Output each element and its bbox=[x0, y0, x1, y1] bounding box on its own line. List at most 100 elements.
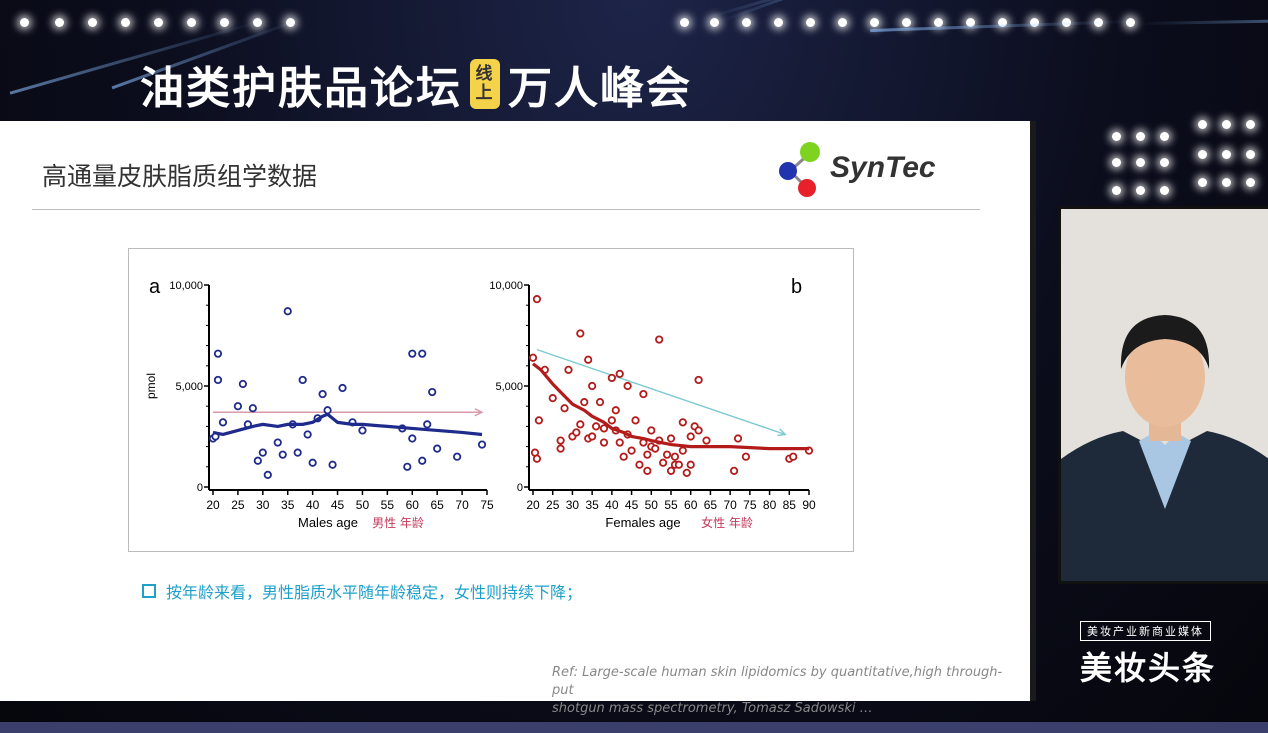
y-tick-label: 0 bbox=[197, 482, 203, 494]
data-point bbox=[584, 355, 593, 364]
lipid-figure: 0 5,000 10,000 20 25 30 35 40 45 50 55 60 65 70 75 Male… bbox=[128, 248, 854, 552]
data-point bbox=[682, 468, 691, 477]
x-axis-label-cn: 男性 年龄 bbox=[372, 516, 424, 530]
data-point bbox=[611, 406, 620, 415]
data-point bbox=[238, 379, 247, 389]
media-brand: 美妆产业新商业媒体 美妆头条 bbox=[1080, 620, 1240, 687]
x-tick-label: 55 bbox=[664, 498, 678, 512]
data-point bbox=[623, 381, 632, 391]
stage-light bbox=[902, 18, 911, 27]
reference-line-1: Ref: Large-scale human skin lipidomics b… bbox=[552, 665, 1003, 698]
speaker-video bbox=[1058, 206, 1268, 584]
stage-light bbox=[220, 18, 229, 27]
data-point bbox=[258, 448, 267, 457]
x-tick-label: 40 bbox=[306, 498, 320, 512]
stage-light bbox=[966, 18, 975, 27]
stage-light bbox=[154, 18, 163, 27]
brand-tagline: 美妆产业新商业媒体 bbox=[1080, 621, 1211, 641]
lipid-chart: 0 5,000 10,000 20 25 30 35 40 45 50 55 60 65 70 75 Male… bbox=[144, 276, 816, 530]
stage-light bbox=[187, 18, 196, 27]
data-point bbox=[548, 394, 557, 403]
stage-light bbox=[1198, 120, 1207, 129]
data-point bbox=[477, 440, 487, 449]
event-title-left: 油类护肤品论坛 bbox=[140, 63, 462, 114]
y-axis-label: pmol bbox=[144, 373, 158, 399]
x-tick-label: 80 bbox=[763, 498, 777, 512]
stage-light bbox=[806, 18, 815, 27]
x-tick-label: 20 bbox=[526, 498, 540, 512]
data-point bbox=[576, 329, 585, 338]
data-point bbox=[273, 438, 282, 447]
data-point bbox=[670, 452, 680, 461]
stage-light bbox=[88, 18, 97, 27]
stage-light bbox=[1222, 120, 1231, 129]
stage-light bbox=[998, 18, 1007, 27]
data-point bbox=[532, 454, 542, 463]
x-tick-label: 55 bbox=[381, 498, 395, 512]
data-point bbox=[678, 418, 687, 427]
data-point bbox=[218, 418, 228, 427]
data-point bbox=[253, 456, 262, 465]
stage-light bbox=[934, 18, 943, 27]
stage-light bbox=[55, 18, 64, 27]
stage-light bbox=[1136, 186, 1145, 195]
online-tag: 线 上 bbox=[470, 59, 500, 109]
data-point bbox=[631, 416, 640, 425]
x-axis-label-cn: 女性 年龄 bbox=[701, 515, 753, 530]
presentation-slide: 高通量皮肤脂质组学数据 SynTec 0 5,000 10,000 20 25 30 35 4… bbox=[0, 121, 1036, 716]
data-point bbox=[639, 389, 648, 399]
x-tick-label: 60 bbox=[406, 498, 420, 512]
data-point bbox=[408, 349, 417, 358]
y-tick-label: 5,000 bbox=[175, 381, 203, 393]
stage-light bbox=[1246, 150, 1255, 159]
data-point bbox=[659, 458, 668, 467]
data-point bbox=[595, 398, 605, 407]
data-point bbox=[729, 466, 739, 475]
x-axis-label: Males age bbox=[298, 515, 358, 530]
data-point bbox=[588, 381, 597, 391]
stage-light bbox=[1246, 178, 1255, 187]
data-point bbox=[248, 404, 257, 413]
molecule-icon bbox=[779, 142, 820, 197]
stage-light bbox=[1126, 18, 1135, 27]
stage-light bbox=[1136, 132, 1145, 141]
data-point bbox=[674, 460, 683, 469]
data-point bbox=[433, 444, 442, 453]
bottom-bar bbox=[0, 722, 1268, 733]
reference: Ref: Large-scale human skin lipidomics b… bbox=[552, 664, 1022, 718]
data-point bbox=[418, 456, 427, 465]
key-point: 按年龄来看，男性脂质水平随年龄稳定，女性则持续下降； bbox=[142, 579, 582, 603]
data-point bbox=[686, 432, 695, 441]
x-tick-label: 85 bbox=[783, 498, 797, 512]
data-point bbox=[599, 438, 609, 447]
event-title: 油类护肤品论坛 线 上 万人峰会 bbox=[140, 52, 692, 116]
data-point bbox=[534, 416, 544, 425]
x-tick-label: 75 bbox=[480, 498, 494, 512]
stage-light bbox=[1198, 178, 1207, 187]
stage-light bbox=[680, 18, 689, 27]
trend-arrow bbox=[536, 348, 786, 436]
data-point bbox=[428, 387, 437, 397]
data-point bbox=[293, 448, 302, 457]
data-point bbox=[647, 426, 656, 435]
x-axis-label: Females age bbox=[605, 515, 680, 530]
x-tick-label: 70 bbox=[455, 498, 469, 512]
x-tick-label: 60 bbox=[684, 498, 698, 512]
data-point bbox=[662, 450, 672, 459]
data-point bbox=[233, 402, 243, 411]
data-point bbox=[283, 307, 292, 316]
x-tick-label: 40 bbox=[605, 498, 619, 512]
panel-label: a bbox=[149, 276, 161, 298]
data-point bbox=[666, 434, 676, 443]
light-beam bbox=[1139, 18, 1268, 25]
stage-light bbox=[1160, 186, 1169, 195]
x-tick-label: 75 bbox=[743, 498, 757, 512]
data-point bbox=[635, 460, 644, 469]
data-point bbox=[423, 420, 432, 429]
data-point bbox=[453, 452, 462, 461]
data-point bbox=[303, 430, 312, 439]
data-point bbox=[308, 458, 317, 467]
stage-light bbox=[742, 18, 751, 27]
data-point bbox=[418, 349, 427, 358]
data-point bbox=[789, 452, 798, 461]
